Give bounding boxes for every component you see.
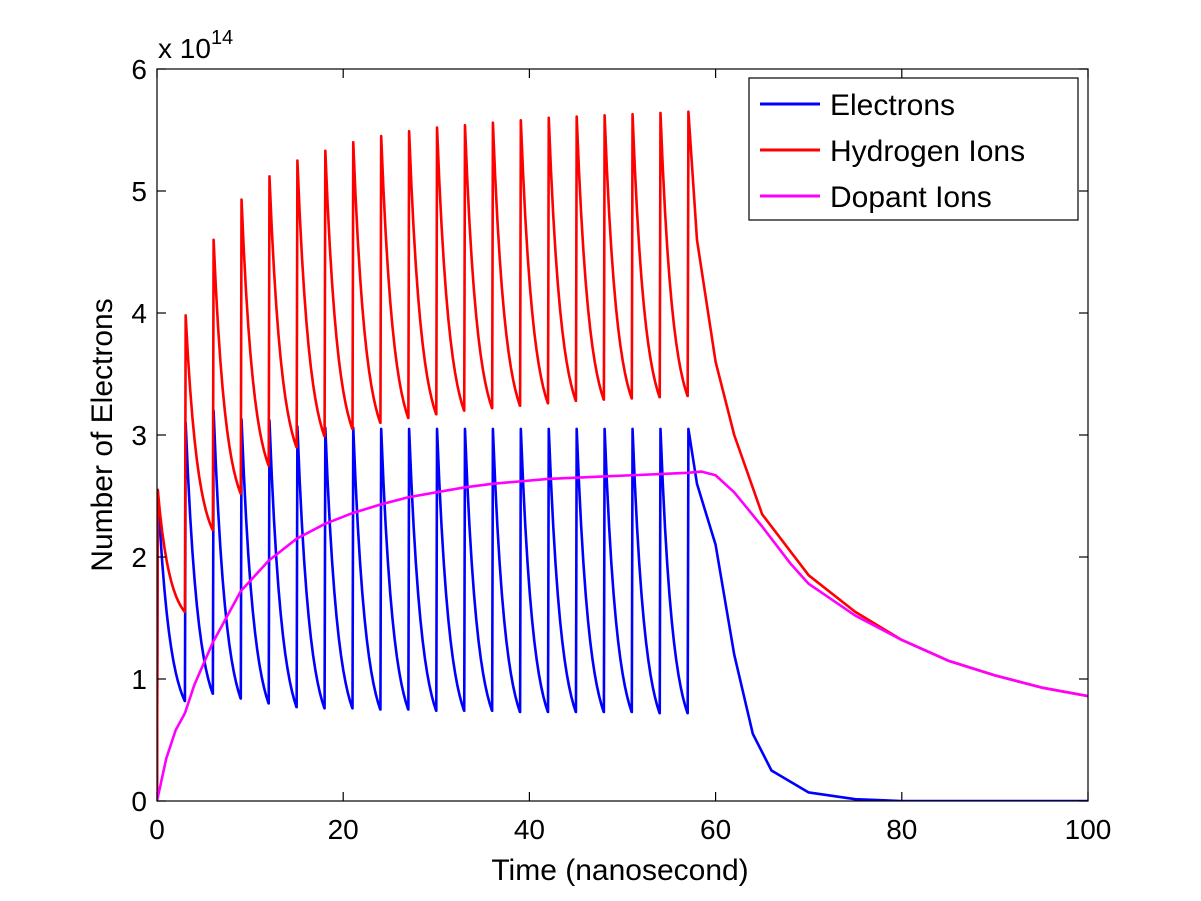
y-tick-label: 2 xyxy=(131,542,147,573)
legend-label-hydrogen-ions: Hydrogen Ions xyxy=(830,135,1025,168)
y-tick-label: 5 xyxy=(131,176,147,207)
series-layer xyxy=(157,110,1088,801)
x-tick-label: 100 xyxy=(1065,814,1112,845)
x-tick-label: 80 xyxy=(886,814,917,845)
x-ticks: 0 20 40 60 80 100 xyxy=(149,69,1111,845)
y-tick-label: 0 xyxy=(131,786,147,817)
x-axis-label: Time (nanosecond) xyxy=(491,854,748,887)
series-line-dopant-ions xyxy=(157,470,1088,801)
x-tick-label: 0 xyxy=(149,814,165,845)
x-tick-label: 40 xyxy=(514,814,545,845)
legend-label-electrons: Electrons xyxy=(830,89,955,122)
legend: Electrons Hydrogen Ions Dopant Ions xyxy=(748,77,1079,221)
x-tick-label: 20 xyxy=(328,814,359,845)
x-tick-label: 60 xyxy=(700,814,731,845)
y-multiplier: x 1014 xyxy=(158,27,233,64)
y-tick-label: 3 xyxy=(131,420,147,451)
legend-label-dopant-ions: Dopant Ions xyxy=(830,181,992,214)
y-tick-label: 6 xyxy=(131,54,147,85)
y-tick-label: 1 xyxy=(131,664,147,695)
series-line-hydrogen-ions xyxy=(157,110,1088,801)
y-tick-label: 4 xyxy=(131,298,147,329)
y-ticks: 0 1 2 3 4 5 6 xyxy=(131,54,1088,817)
y-axis-label: Number of Electrons xyxy=(86,298,119,571)
series-line-electrons xyxy=(157,409,1088,801)
